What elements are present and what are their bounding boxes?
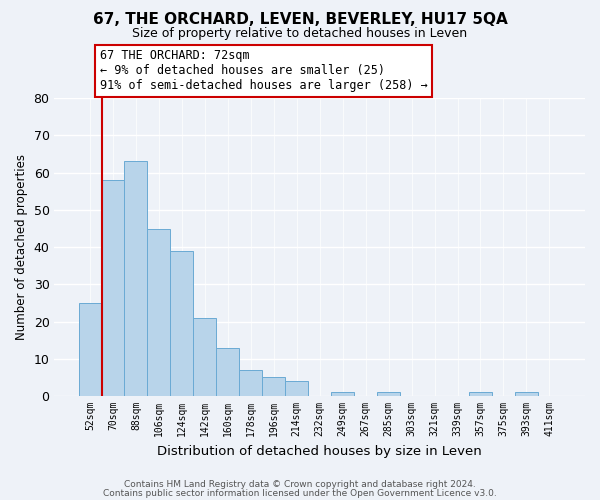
Bar: [469, 392, 492, 396]
Bar: [285, 381, 308, 396]
Text: Size of property relative to detached houses in Leven: Size of property relative to detached ho…: [133, 28, 467, 40]
Text: Contains HM Land Registry data © Crown copyright and database right 2024.: Contains HM Land Registry data © Crown c…: [124, 480, 476, 489]
Text: Contains public sector information licensed under the Open Government Licence v3: Contains public sector information licen…: [103, 488, 497, 498]
Bar: [148, 228, 170, 396]
X-axis label: Distribution of detached houses by size in Leven: Distribution of detached houses by size …: [157, 444, 482, 458]
Bar: [331, 392, 354, 396]
Bar: [262, 378, 285, 396]
Bar: [170, 251, 193, 396]
Bar: [217, 348, 239, 396]
Bar: [79, 303, 101, 396]
Text: 67, THE ORCHARD, LEVEN, BEVERLEY, HU17 5QA: 67, THE ORCHARD, LEVEN, BEVERLEY, HU17 5…: [92, 12, 508, 28]
Bar: [377, 392, 400, 396]
Y-axis label: Number of detached properties: Number of detached properties: [15, 154, 28, 340]
Text: 67 THE ORCHARD: 72sqm
← 9% of detached houses are smaller (25)
91% of semi-detac: 67 THE ORCHARD: 72sqm ← 9% of detached h…: [100, 49, 427, 92]
Bar: [101, 180, 124, 396]
Bar: [239, 370, 262, 396]
Bar: [124, 162, 148, 396]
Bar: [193, 318, 217, 396]
Bar: [515, 392, 538, 396]
